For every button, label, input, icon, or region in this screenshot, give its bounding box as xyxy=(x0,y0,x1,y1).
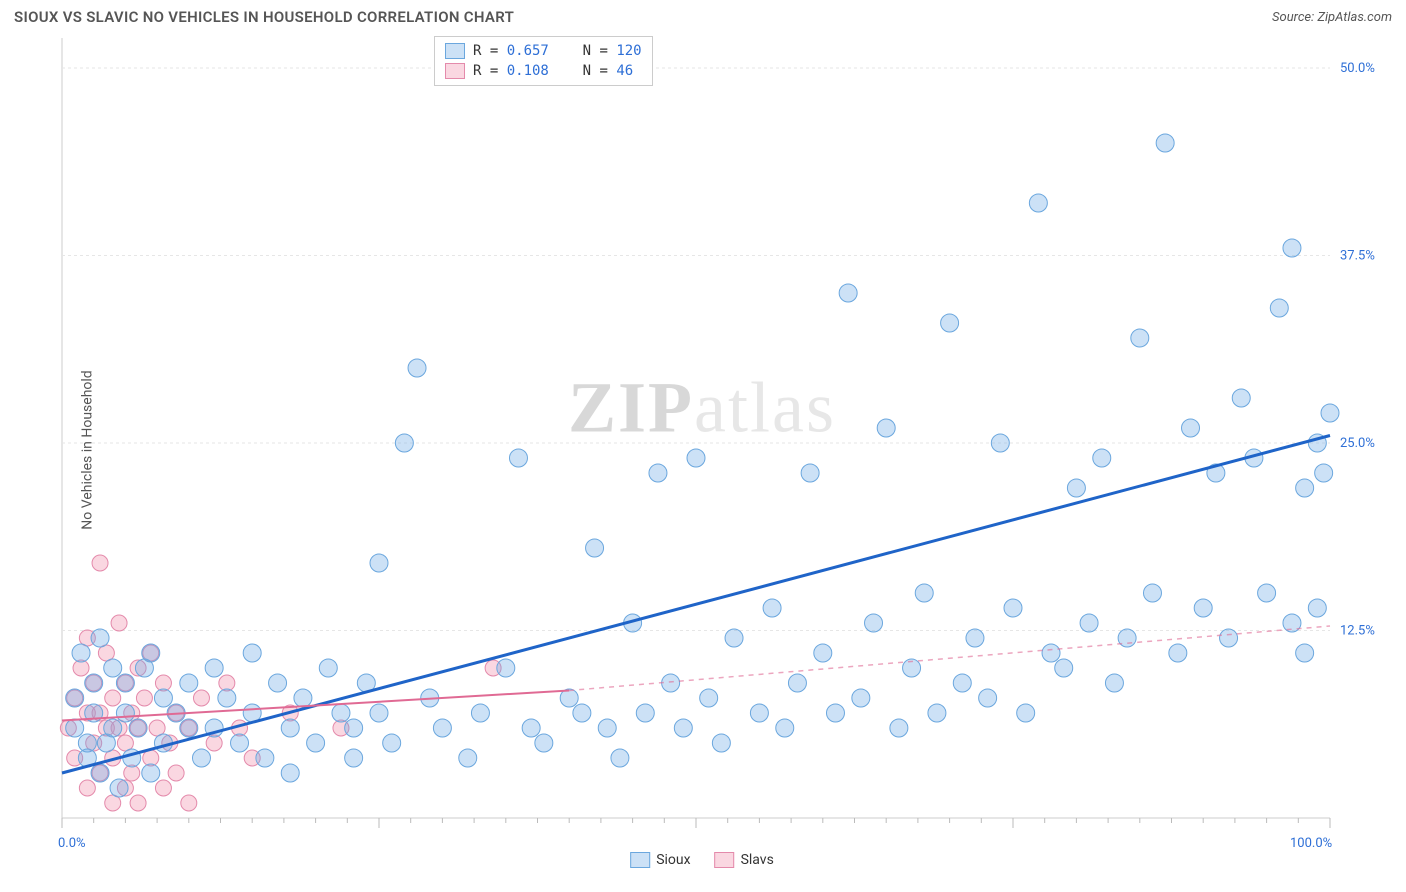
n-label: N = xyxy=(583,63,617,79)
legend-row-sioux: R = 0.657 N = 120 xyxy=(445,41,642,61)
scatter-chart: 12.5% 25.0% 37.5% 50.0% xyxy=(14,30,1390,870)
x-axis-max-label: 100.0% xyxy=(1290,836,1332,851)
source-prefix: Source: xyxy=(1272,10,1317,25)
svg-text:37.5%: 37.5% xyxy=(1340,249,1375,264)
legend-label-slavs: Slavs xyxy=(741,852,774,868)
svg-text:25.0%: 25.0% xyxy=(1340,436,1375,451)
r-value: 0.657 xyxy=(507,43,549,59)
n-label: N = xyxy=(583,43,617,59)
legend-item-slavs: Slavs xyxy=(715,852,774,868)
series-legend: Sioux Slavs xyxy=(630,852,774,868)
legend-item-sioux: Sioux xyxy=(630,852,690,868)
svg-text:12.5%: 12.5% xyxy=(1340,624,1375,639)
n-value: 46 xyxy=(616,63,633,79)
source-attribution: Source: ZipAtlas.com xyxy=(1272,10,1392,25)
legend-swatch-sioux xyxy=(630,852,650,868)
y-axis-label: No Vehicles in Household xyxy=(80,370,96,529)
n-value: 120 xyxy=(616,43,641,59)
source-name: ZipAtlas.com xyxy=(1317,10,1392,25)
legend-swatch-slavs xyxy=(715,852,735,868)
legend-swatch-slavs xyxy=(445,63,465,79)
r-label: R = xyxy=(473,43,507,59)
x-axis-min-label: 0.0% xyxy=(58,836,86,851)
legend-row-slavs: R = 0.108 N = 46 xyxy=(445,61,642,81)
legend-stats-sioux: R = 0.657 N = 120 xyxy=(473,43,642,59)
chart-title: SIOUX VS SLAVIC NO VEHICLES IN HOUSEHOLD… xyxy=(14,8,514,26)
r-value: 0.108 xyxy=(507,63,549,79)
legend-swatch-sioux xyxy=(445,43,465,59)
correlation-legend: R = 0.657 N = 120 R = 0.108 N = 46 xyxy=(434,36,653,86)
r-label: R = xyxy=(473,63,507,79)
legend-stats-slavs: R = 0.108 N = 46 xyxy=(473,63,633,79)
svg-text:50.0%: 50.0% xyxy=(1340,61,1375,76)
legend-label-sioux: Sioux xyxy=(656,852,690,868)
chart-container: No Vehicles in Household ZIPatlas 12.5%2… xyxy=(14,30,1390,870)
